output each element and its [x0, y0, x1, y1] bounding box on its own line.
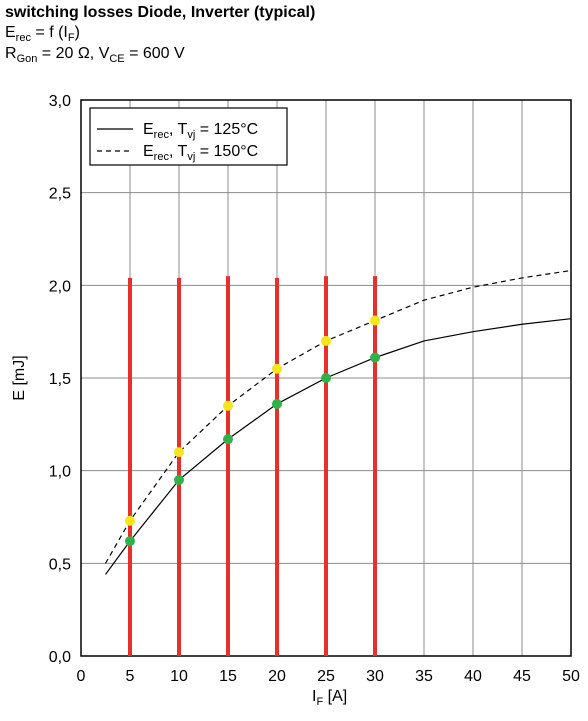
x-axis-label: IF [A] [312, 688, 347, 708]
x-axis-label-part: F [316, 696, 323, 708]
y-tick-label: 0,5 [49, 556, 71, 573]
x-tick-label: 40 [464, 668, 482, 685]
subtitle: Erec = f (IF) [5, 24, 80, 44]
subtitle-part: rec [16, 32, 32, 44]
y-axis-label: E [mJ] [11, 355, 28, 400]
data-point [321, 335, 331, 346]
subtitle-part: = f (I [31, 24, 68, 41]
x-tick-label: 5 [126, 668, 135, 685]
chart-title: switching losses Diode, Inverter (typica… [5, 4, 315, 21]
x-tick-label: 15 [219, 668, 237, 685]
x-axis-label-part: [A] [323, 688, 347, 705]
legend-label-part: E [143, 143, 154, 160]
data-point [125, 536, 135, 547]
y-tick-label: 0,0 [49, 649, 71, 666]
legend-box [89, 107, 288, 166]
subtitle-part: ) [75, 24, 80, 41]
data-point [370, 352, 380, 363]
x-tick-label: 25 [317, 668, 335, 685]
y-tick-label: 1,0 [49, 464, 71, 481]
data-point [272, 398, 282, 409]
legend-label-part: vj [187, 129, 195, 141]
x-tick-label: 30 [366, 668, 384, 685]
legend-label-part: rec [154, 129, 170, 141]
y-tick-label: 2,0 [49, 278, 71, 295]
conditions: RGon = 20 Ω, VCE = 600 V [5, 45, 185, 65]
data-point [370, 315, 380, 326]
curve [105, 318, 572, 575]
subtitle-part: E [5, 24, 16, 41]
y-tick-label: 1,5 [49, 371, 71, 388]
legend-label: Erec, Tvj = 150°C [143, 143, 258, 163]
x-tick-label: 0 [77, 668, 86, 685]
legend-label-part: rec [154, 151, 170, 163]
conditions-part: = 20 Ω, V [37, 45, 109, 62]
legend-label-part: vj [187, 151, 195, 163]
x-tick-label: 20 [268, 668, 286, 685]
legend-label: Erec, Tvj = 125°C [143, 121, 258, 141]
conditions-part: CE [109, 53, 124, 65]
data-point [223, 400, 233, 411]
data-point [125, 515, 135, 526]
conditions-part: Gon [17, 53, 38, 65]
legend-label-part: E [143, 121, 154, 138]
x-tick-label: 35 [415, 668, 433, 685]
subtitle-part: F [68, 32, 75, 44]
data-point [321, 373, 331, 383]
curve [104, 269, 572, 564]
y-tick-label: 2,5 [49, 186, 71, 203]
legend-label-part: = 125°C [195, 121, 258, 138]
data-point [223, 434, 233, 445]
conditions-part: = 600 V [125, 45, 185, 62]
x-axis-label-part: I [312, 688, 316, 705]
x-tick-label: 45 [513, 668, 531, 685]
data-point [174, 447, 184, 458]
x-tick-label: 50 [562, 668, 580, 685]
data-point [272, 363, 282, 374]
legend-label-part: , T [169, 143, 188, 160]
x-tick-label: 10 [170, 668, 188, 685]
legend-label-part: , T [169, 121, 188, 138]
y-tick-label: 3,0 [49, 93, 71, 110]
conditions-part: R [5, 45, 17, 62]
data-point [174, 474, 184, 485]
legend-label-part: = 150°C [195, 143, 258, 160]
